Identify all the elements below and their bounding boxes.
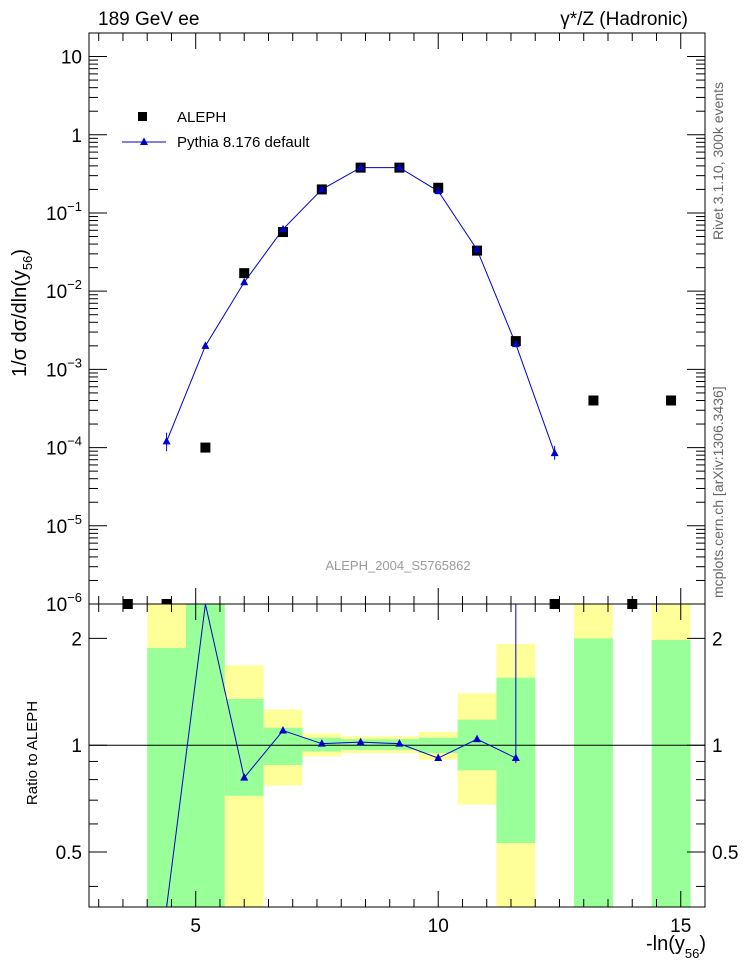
ratio-y-tick-label-right: 0.5 bbox=[712, 843, 738, 864]
source-label: mcplots.cern.ch [arXiv:1306.3436] bbox=[710, 386, 726, 598]
pythia-data-point bbox=[511, 339, 520, 348]
main-y-tick-label: 10−3 bbox=[46, 355, 82, 381]
ratio-y-axis-label: Ratio to ALEPH bbox=[24, 701, 41, 805]
main-y-tick-mantissa: 1 bbox=[71, 126, 82, 147]
ratio-y-tick-label-left: 0.5 bbox=[56, 843, 82, 864]
x-tick-label: 10 bbox=[428, 916, 449, 937]
main-y-tick-mantissa: 10 bbox=[46, 595, 67, 616]
main-y-tick-label: 10−6 bbox=[46, 590, 82, 616]
ratio-data-point bbox=[473, 734, 482, 743]
ratio-data-point bbox=[511, 753, 520, 762]
main-y-tick-exponent: −1 bbox=[67, 199, 82, 214]
pythia-data-point bbox=[279, 224, 288, 233]
energy-label: 189 GeV ee bbox=[98, 9, 199, 30]
x-axis-label-main: -ln(y bbox=[646, 933, 685, 955]
main-y-tick-mantissa: 10 bbox=[61, 48, 82, 69]
pythia-data-point bbox=[240, 277, 249, 286]
main-panel: ALEPH_2004_S5765862 10110−110−210−310−41… bbox=[9, 32, 706, 616]
ratio-y-tick-label-right: 1 bbox=[712, 736, 723, 757]
main-y-axis-label: 1/σ dσ/dln(y56) bbox=[9, 249, 35, 377]
uncertainty-band-inner bbox=[224, 698, 264, 796]
main-y-tick-exponent: −5 bbox=[67, 512, 82, 527]
main-y-axis-label-close: ) bbox=[9, 249, 31, 256]
ratio-data-point bbox=[317, 739, 326, 747]
rivet-label: Rivet 3.1.10, 300k events bbox=[710, 82, 726, 240]
pythia-data-point bbox=[317, 184, 326, 193]
x-axis-label-close: ) bbox=[699, 933, 706, 955]
main-y-tick-label: 1 bbox=[71, 126, 82, 147]
ratio-y-tick-label-right: 2 bbox=[712, 629, 723, 650]
process-label: γ*/Z (Hadronic) bbox=[560, 9, 688, 30]
watermark-label: ALEPH_2004_S5765862 bbox=[325, 558, 470, 573]
uncertainty-band-inner bbox=[186, 604, 225, 907]
pythia-data-point bbox=[356, 163, 365, 171]
legend: ALEPH Pythia 8.176 default bbox=[122, 109, 310, 151]
legend-label-aleph: ALEPH bbox=[177, 109, 226, 126]
main-y-tick-mantissa: 10 bbox=[46, 360, 67, 381]
aleph-data-point bbox=[200, 442, 211, 453]
ratio-data-point bbox=[434, 753, 443, 762]
ratio-series-line bbox=[166, 603, 517, 908]
main-y-tick-mantissa: 10 bbox=[46, 517, 67, 538]
main-y-tick-label: 10−4 bbox=[46, 434, 82, 460]
ratio-data-point bbox=[279, 726, 288, 734]
ratio-data-point bbox=[356, 737, 365, 746]
pythia-data-point bbox=[201, 341, 210, 349]
pythia-data-point bbox=[162, 436, 171, 445]
main-y-axis-label-main: 1/σ dσ/dln(y bbox=[9, 270, 31, 377]
ratio-y-tick-label-left: 2 bbox=[71, 629, 82, 650]
main-y-tick-exponent: −6 bbox=[67, 590, 82, 605]
uncertainty-band-inner bbox=[651, 639, 691, 907]
main-y-axis-label-sub: 56 bbox=[20, 256, 35, 270]
uncertainty-band-inner bbox=[574, 638, 613, 907]
legend-label-pythia: Pythia 8.176 default bbox=[177, 134, 310, 151]
main-y-tick-mantissa: 10 bbox=[46, 439, 67, 460]
main-y-tick-exponent: −3 bbox=[67, 355, 82, 370]
main-y-tick-label: 10−1 bbox=[46, 199, 82, 225]
uncertainty-band-inner bbox=[147, 647, 187, 907]
main-y-tick-mantissa: 10 bbox=[46, 204, 67, 225]
pythia-data-point bbox=[434, 186, 443, 195]
x-tick-label: 5 bbox=[190, 916, 201, 937]
main-y-tick-label: 10−5 bbox=[46, 512, 82, 538]
x-tick-label: 15 bbox=[670, 916, 691, 937]
legend-marker-pythia bbox=[140, 137, 148, 145]
main-y-tick-label: 10 bbox=[61, 48, 82, 69]
ratio-frame bbox=[88, 603, 706, 908]
aleph-data-point bbox=[239, 268, 250, 279]
ratio-data-point bbox=[240, 773, 249, 781]
main-y-tick-mantissa: 10 bbox=[46, 282, 67, 303]
ratio-y-tick-label-left: 1 bbox=[71, 736, 82, 757]
ratio-data-point bbox=[395, 739, 404, 747]
ratio-panel: 0.5 0.5 1 1 2 2 5 10 15 Ratio to ALEPH -ln(y56) bbox=[24, 603, 738, 961]
aleph-data-point bbox=[588, 395, 599, 406]
x-axis-label-sub: 56 bbox=[685, 946, 699, 961]
main-y-tick-exponent: −2 bbox=[67, 277, 82, 292]
aleph-data-point bbox=[666, 395, 677, 406]
x-axis-label: -ln(y56) bbox=[646, 933, 706, 961]
pythia-data-point bbox=[550, 448, 559, 457]
pythia-data-point bbox=[473, 245, 482, 253]
legend-marker-aleph bbox=[138, 112, 147, 121]
main-y-tick-exponent: −4 bbox=[67, 434, 82, 449]
pythia-data-point bbox=[395, 163, 404, 171]
main-y-tick-label: 10−2 bbox=[46, 277, 82, 303]
